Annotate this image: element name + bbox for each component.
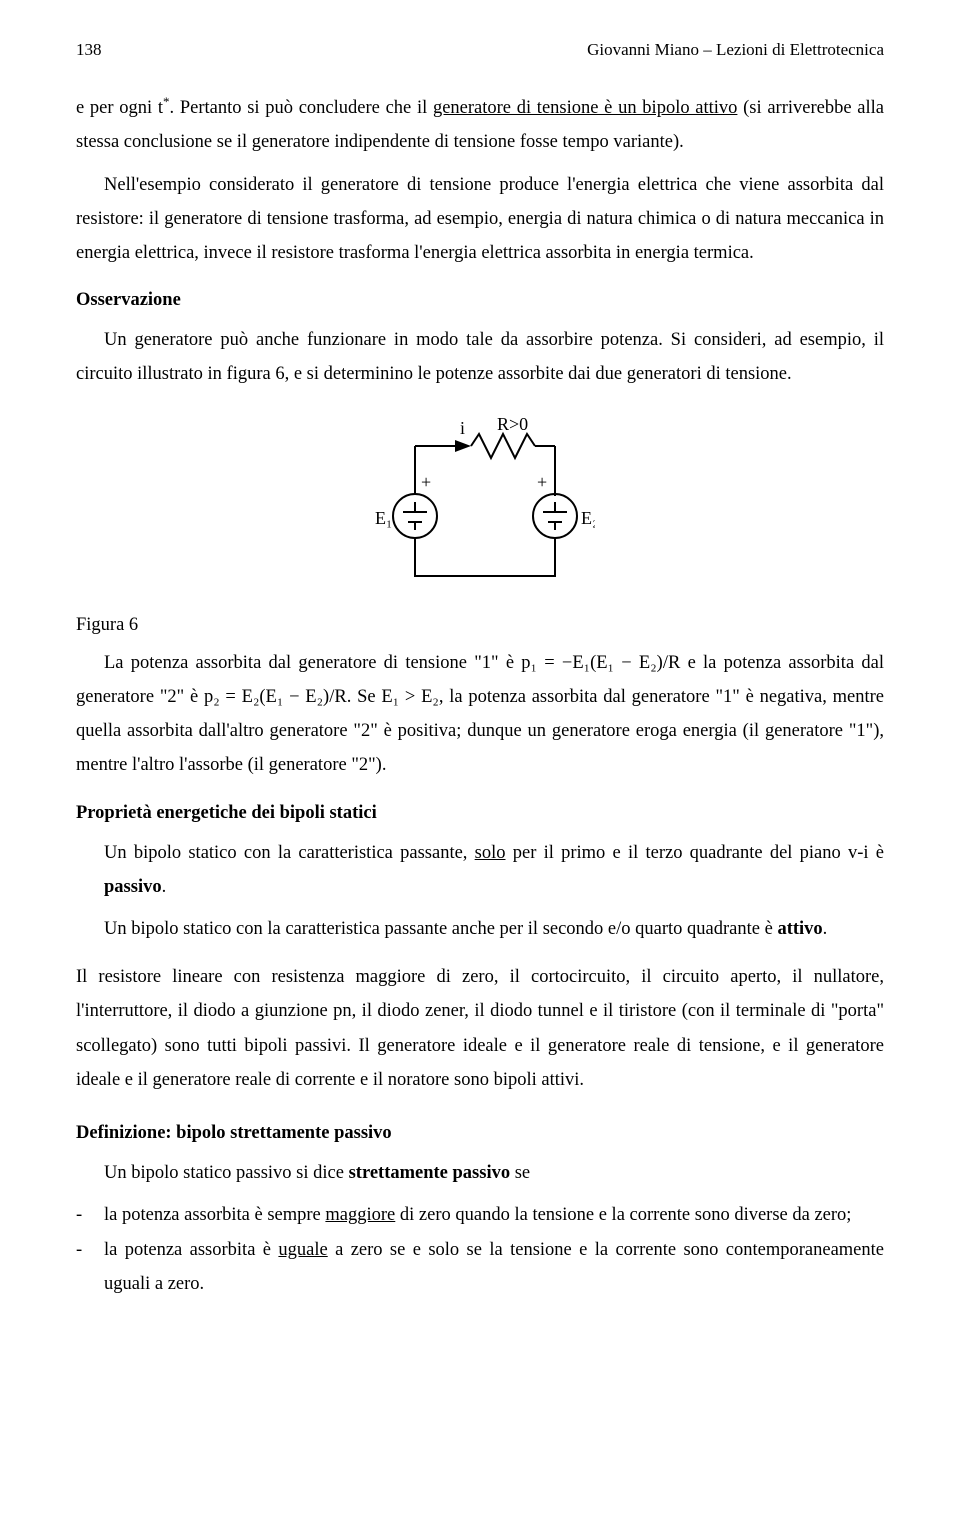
dash-icon: -	[76, 1198, 104, 1232]
paragraph: Il resistore lineare con resistenza magg…	[76, 960, 884, 1097]
label-e1: E₁	[375, 508, 392, 528]
section-title-proprieta: Proprietà energetiche dei bipoli statici	[76, 803, 884, 824]
page-number: 138	[76, 40, 102, 60]
page: 138 Giovanni Miano – Lezioni di Elettrot…	[0, 0, 960, 1515]
text: la potenza assorbita è sempre	[104, 1205, 325, 1225]
text: .	[823, 919, 828, 939]
bold-text: passivo	[104, 877, 162, 897]
underlined-text: generatore di tensione è un bipolo attiv…	[433, 98, 737, 118]
text: Un bipolo statico passivo si dice	[104, 1163, 349, 1183]
text: La potenza assorbita dal generatore di t…	[104, 653, 521, 673]
figure-caption: Figura 6	[76, 615, 884, 636]
property-passive: Un bipolo statico con la caratteristica …	[104, 836, 884, 904]
dash-icon: -	[76, 1233, 104, 1267]
text: .	[162, 877, 167, 897]
definition-list: - la potenza assorbita è sempre maggiore…	[76, 1198, 884, 1301]
property-block: Un bipolo statico con la caratteristica …	[76, 836, 884, 947]
text: di zero quando la tensione e la corrente…	[395, 1205, 851, 1225]
text: per il primo e il terzo quadrante del pi…	[506, 843, 885, 863]
paragraph: Nell'esempio considerato il generatore d…	[76, 168, 884, 271]
equation-ineq: E₁ > E₂	[381, 687, 439, 707]
text: e per ogni t	[76, 98, 163, 118]
property-active: Un bipolo statico con la caratteristica …	[104, 912, 884, 946]
underlined-text: maggiore	[325, 1205, 395, 1225]
paragraph-continuation: e per ogni t*. Pertanto si può concluder…	[76, 90, 884, 160]
underlined-text: uguale	[278, 1240, 327, 1260]
plus-icon: +	[421, 472, 431, 492]
plus-icon: +	[537, 472, 547, 492]
circuit-diagram: i R>0 + + E₁ E₂	[365, 416, 595, 596]
text: . Pertanto si può concludere che il	[170, 98, 433, 118]
section-title-osservazione: Osservazione	[76, 290, 884, 311]
equation-p2: p₂ = E₂(E₁ − E₂)/R	[204, 687, 347, 707]
label-i: i	[460, 418, 465, 438]
paragraph: Un generatore può anche funzionare in mo…	[76, 323, 884, 391]
section-title-definizione: Definizione: bipolo strettamente passivo	[76, 1123, 884, 1144]
definition-intro: Un bipolo statico passivo si dice strett…	[104, 1156, 884, 1190]
text: se	[510, 1163, 530, 1183]
underlined-text: solo	[475, 843, 506, 863]
text: la potenza assorbita è	[104, 1240, 278, 1260]
text: Un bipolo statico con la caratteristica …	[104, 919, 777, 939]
label-r: R>0	[497, 416, 528, 434]
figure-container: i R>0 + + E₁ E₂	[76, 416, 884, 601]
running-title: Giovanni Miano – Lezioni di Elettrotecni…	[587, 40, 884, 60]
text: . Se	[347, 687, 382, 707]
page-header: 138 Giovanni Miano – Lezioni di Elettrot…	[76, 40, 884, 60]
text: Un bipolo statico con la caratteristica …	[104, 843, 475, 863]
paragraph-power: La potenza assorbita dal generatore di t…	[76, 646, 884, 783]
list-item: - la potenza assorbita è sempre maggiore…	[76, 1198, 884, 1232]
label-e2: E₂	[581, 508, 595, 528]
bold-text: attivo	[777, 919, 822, 939]
bold-text: strettamente passivo	[349, 1163, 511, 1183]
equation-p1: p₁ = −E₁(E₁ − E₂)/R	[521, 653, 680, 673]
list-item: - la potenza assorbita è uguale a zero s…	[76, 1233, 884, 1301]
